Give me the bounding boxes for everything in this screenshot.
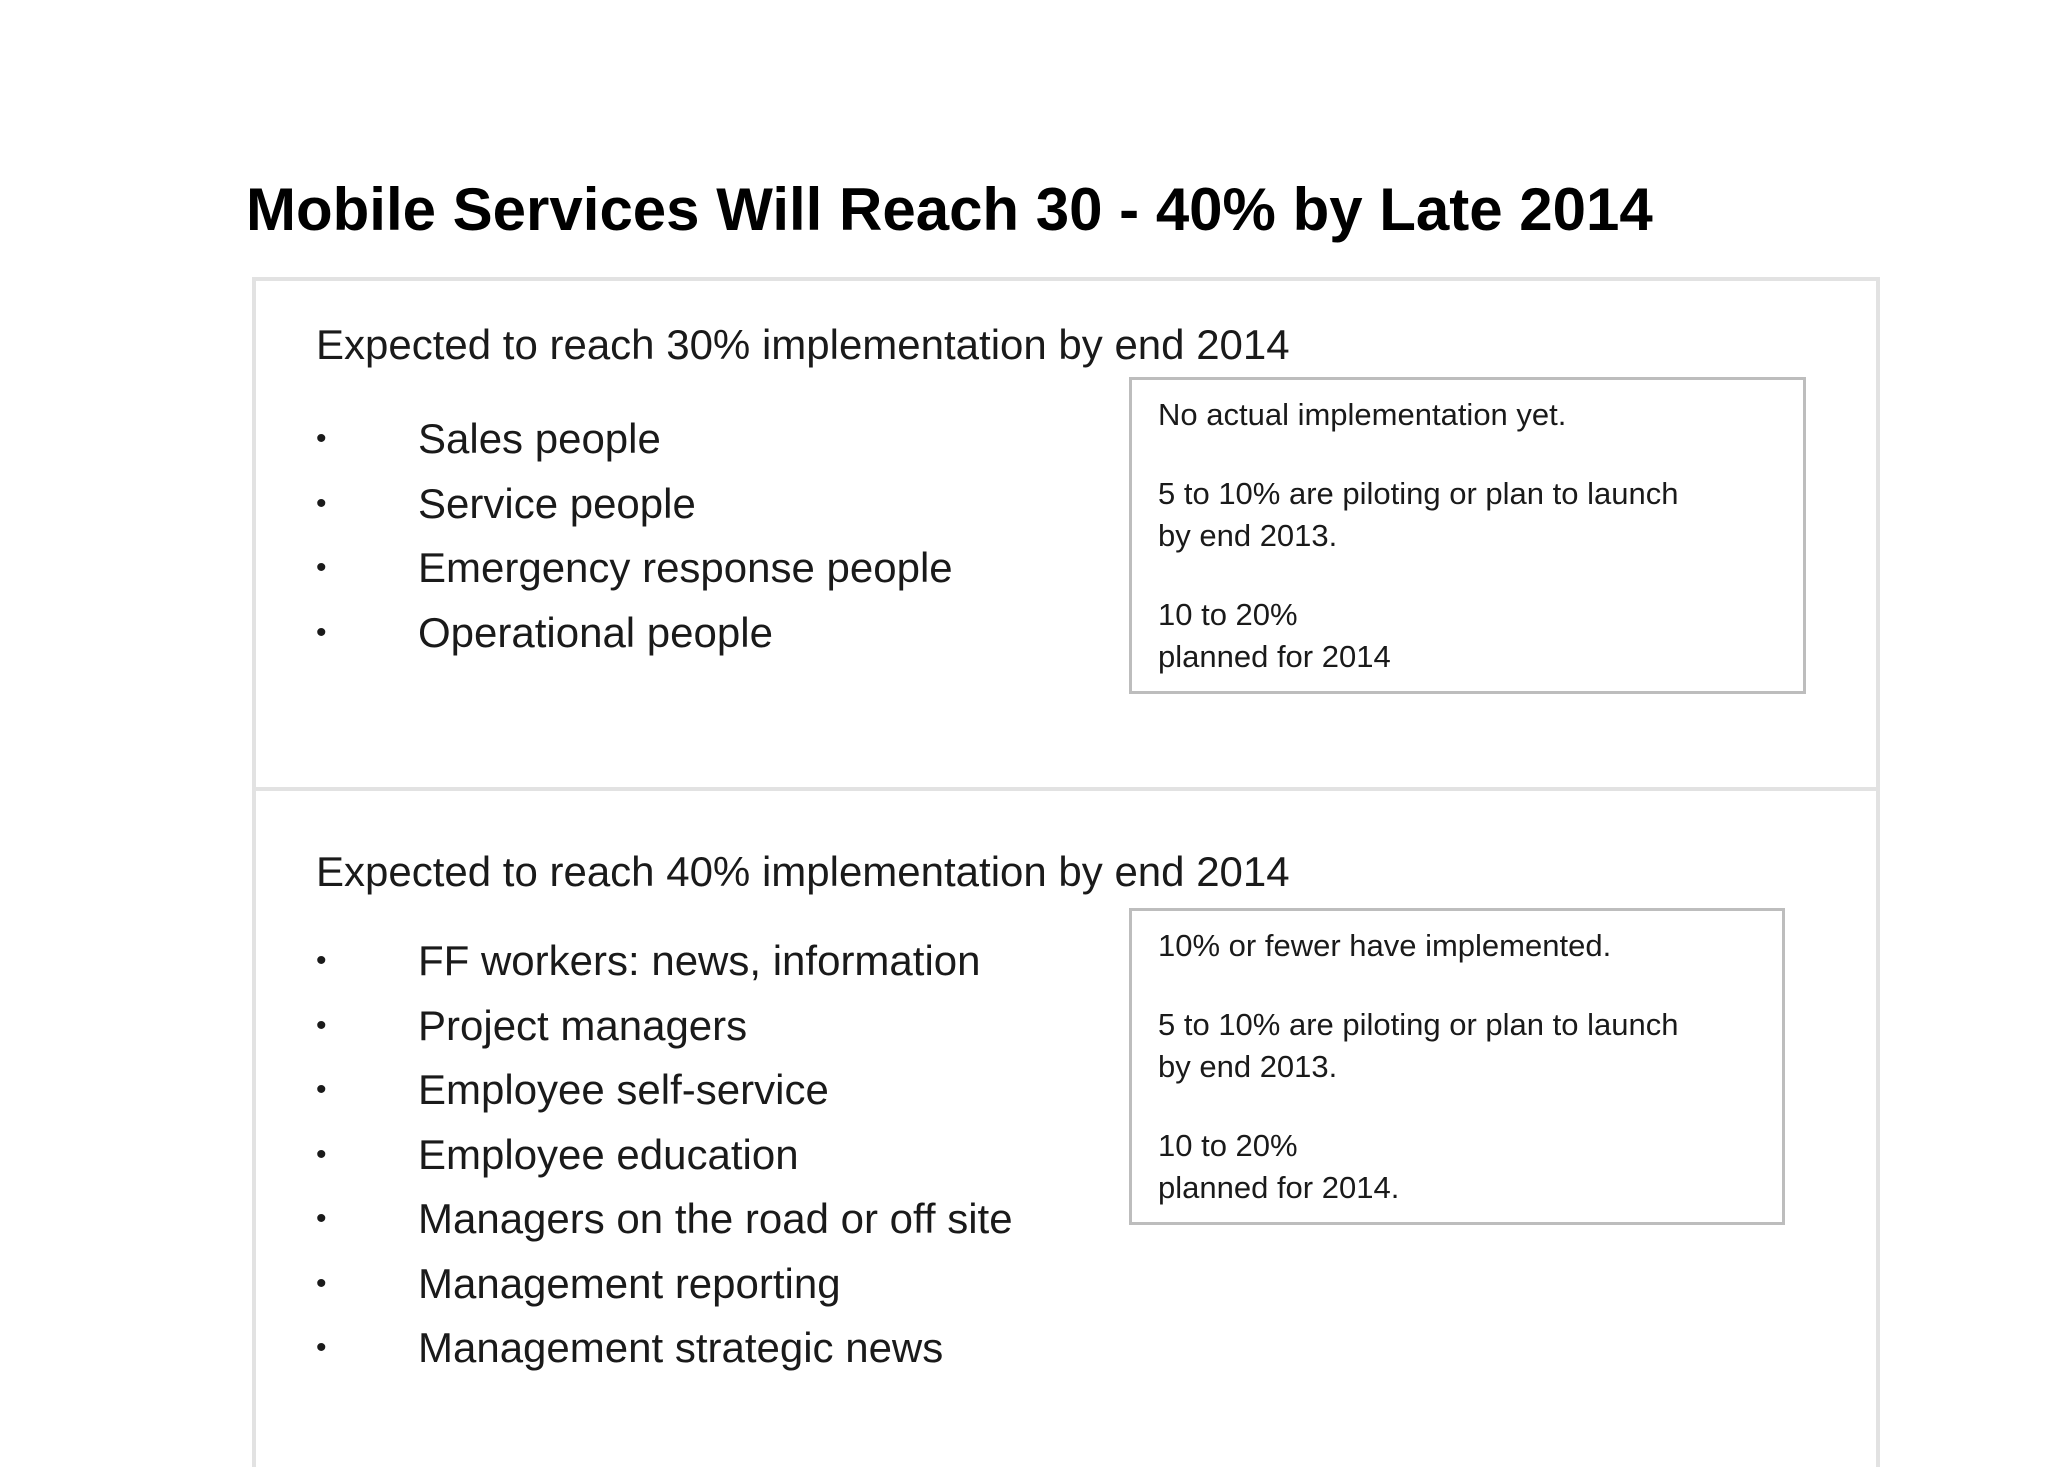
bullet-icon: • (316, 944, 327, 977)
bullet-icon: • (316, 422, 327, 455)
bullet-icon: • (316, 551, 327, 584)
bullet-icon: • (316, 1266, 327, 1300)
list-item: • Emergency response people (316, 536, 953, 601)
panel-40-percent: Expected to reach 40% implementation by … (252, 787, 1880, 1467)
list-item-label: Service people (418, 479, 696, 527)
list-item: • Management reporting (316, 1252, 1013, 1317)
note-paragraph: 10% or fewer have implemented. (1158, 928, 1612, 963)
bullet-list: • FF workers: news, information • Project … (316, 929, 1013, 1381)
bullet-icon: • (316, 486, 327, 520)
note-paragraph: No actual implementation yet. (1158, 397, 1567, 432)
list-item-label: Managers on the road or off site (418, 1195, 1013, 1242)
note-paragraph: 5 to 10% are piloting or plan to launch … (1158, 1007, 1679, 1084)
list-item: • Sales people (316, 407, 953, 472)
list-item-label: Employee education (418, 1130, 799, 1178)
status-note-box: 10% or fewer have implemented. 5 to 10% … (1129, 908, 1785, 1225)
section-heading: Expected to reach 30% implementation by … (316, 321, 1290, 368)
bullet-list: • Sales people • Service people • Emergency… (316, 407, 953, 665)
panel-30-percent: Expected to reach 30% implementation by … (252, 277, 1880, 793)
note-paragraph: 5 to 10% are piloting or plan to launch … (1158, 476, 1679, 553)
list-item-label: Employee self-service (418, 1066, 829, 1113)
list-item: • FF workers: news, information (316, 929, 1013, 994)
list-item-label: Operational people (418, 608, 773, 656)
bullet-icon: • (316, 1073, 327, 1106)
bullet-icon: • (316, 1202, 327, 1235)
list-item: • Project managers (316, 994, 1013, 1059)
list-item-label: Management strategic news (418, 1324, 944, 1371)
list-item: • Operational people (316, 601, 953, 666)
list-item: • Managers on the road or off site (316, 1187, 1013, 1252)
note-paragraph: 10 to 20% planned for 2014 (1158, 597, 1391, 674)
slide-title: Mobile Services Will Reach 30 - 40% by L… (246, 176, 1653, 243)
list-item-label: Sales people (418, 415, 661, 462)
note-paragraph: 10 to 20% planned for 2014. (1158, 1128, 1400, 1205)
bullet-icon: • (316, 615, 327, 649)
bullet-icon: • (316, 1008, 327, 1042)
list-item: • Employee education (316, 1123, 1013, 1188)
list-item: • Employee self-service (316, 1058, 1013, 1123)
section-heading: Expected to reach 40% implementation by … (316, 848, 1290, 895)
list-item: • Management strategic news (316, 1316, 1013, 1381)
list-item: • Service people (316, 472, 953, 537)
bullet-icon: • (316, 1137, 327, 1171)
status-note-box: No actual implementation yet. 5 to 10% a… (1129, 377, 1806, 694)
list-item-label: Project managers (418, 1001, 748, 1049)
list-item-label: FF workers: news, information (418, 937, 981, 984)
bullet-icon: • (316, 1331, 327, 1364)
list-item-label: Emergency response people (418, 544, 953, 591)
list-item-label: Management reporting (418, 1259, 841, 1307)
